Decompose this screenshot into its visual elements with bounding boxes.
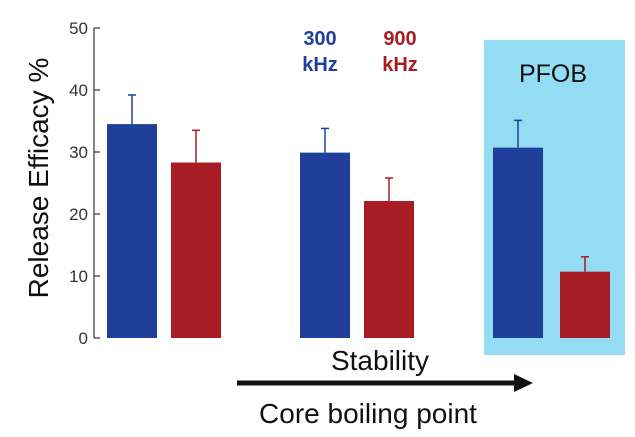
y-tick-label: 20 (69, 205, 88, 224)
core-boiling-point-annotation: Core boiling point (259, 398, 477, 429)
legend: 300 kHz 900 kHz (302, 28, 418, 76)
direction-arrow-head (514, 374, 533, 392)
y-axis: 0 10 20 30 40 50 (69, 19, 100, 348)
bars (107, 94, 610, 338)
legend-900khz-line2: kHz (382, 54, 418, 76)
bar-300-khz-group-1 (107, 124, 157, 338)
bar-300-khz-group-2 (300, 152, 350, 338)
y-tick-label: 30 (69, 143, 88, 162)
legend-300khz-line1: 300 (303, 28, 336, 50)
y-tick-label: 0 (79, 329, 88, 348)
y-tick-label: 50 (69, 19, 88, 38)
bar-900-khz-group-2 (364, 200, 414, 338)
bar-300-khz-group-3 (493, 147, 543, 338)
y-tick-label: 10 (69, 267, 88, 286)
pfob-label: PFOB (519, 60, 587, 88)
legend-900khz-line1: 900 (383, 28, 416, 50)
y-axis-title: Release Efficacy % (23, 58, 54, 299)
y-tick-label: 40 (69, 81, 88, 100)
legend-300khz-line2: kHz (302, 54, 338, 76)
bar-900-khz-group-3 (560, 271, 610, 338)
bar-900-khz-group-1 (171, 162, 221, 338)
stability-annotation: Stability (331, 345, 429, 376)
